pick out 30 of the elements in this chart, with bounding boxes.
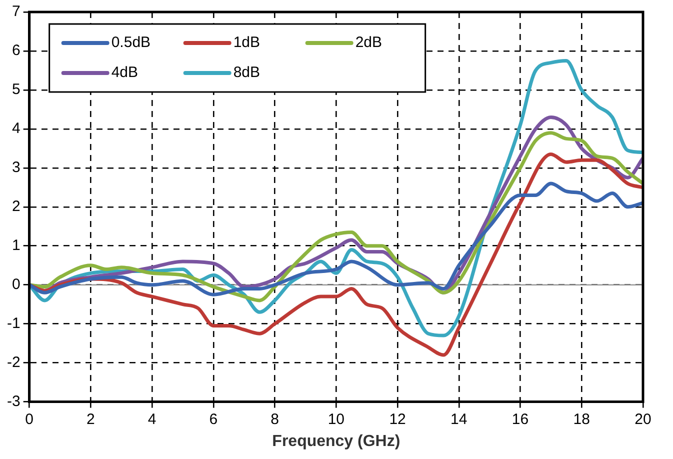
legend-label: 2dB (355, 34, 382, 52)
y-tick-label: 0 (12, 276, 20, 293)
x-tick-label: 4 (148, 410, 156, 428)
line-series (29, 182, 643, 296)
x-tick-label: 8 (270, 410, 279, 428)
x-tick-label: 20 (634, 410, 652, 428)
x-tick-label: 6 (209, 410, 218, 428)
y-tick-label: 2 (12, 198, 20, 216)
legend-label: 0.5dB (111, 34, 151, 52)
x-tick-label: 12 (389, 410, 406, 428)
y-tick-label: -1 (6, 314, 20, 332)
y-tick-label: 7 (12, 3, 20, 20)
x-tick-label: 0 (25, 410, 34, 428)
x-axis-title: Frequency (GHz) (272, 432, 400, 450)
y-tick-label: 4 (12, 120, 20, 138)
y-tick-label: -2 (6, 354, 20, 371)
x-tick-label: 10 (328, 410, 345, 428)
x-tick-label: 14 (450, 410, 468, 428)
legend-label: 8dB (233, 64, 260, 82)
legend-label: 4dB (111, 64, 138, 82)
legend-label: 1dB (233, 34, 260, 52)
y-tick-label: 3 (12, 159, 20, 176)
x-tick-label: 18 (573, 410, 590, 428)
x-tick-label: 2 (86, 410, 95, 428)
x-tick-label: 16 (512, 410, 529, 428)
y-tick-label: 5 (12, 81, 20, 98)
y-tick-label: 6 (12, 42, 20, 60)
y-tick-label: -3 (6, 392, 20, 410)
y-tick-label: 1 (12, 237, 20, 254)
line-series (29, 152, 643, 357)
